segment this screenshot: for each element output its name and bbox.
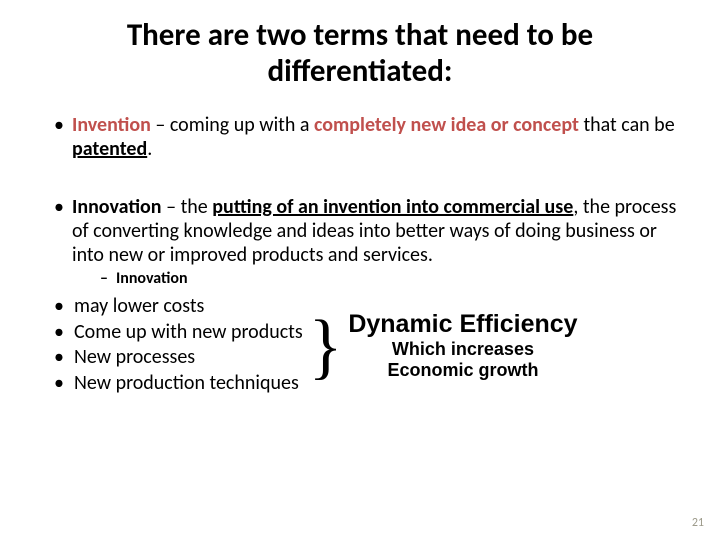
innovation-effects-list: may lower costs Come up with new product… (50, 294, 303, 396)
term-invention: Invention (72, 113, 151, 137)
list-item: New production techniques (50, 371, 303, 397)
invention-text-b: that can be (579, 113, 675, 137)
bullet-innovation: Innovation – the putting of an invention… (50, 195, 680, 267)
effect-text: may lower costs (74, 294, 204, 318)
term-innovation: Innovation (72, 195, 162, 219)
sub-label-innovation: Innovation (116, 269, 188, 288)
sep-2: – (162, 195, 181, 219)
effect-text: New processes (74, 345, 195, 369)
brace-icon: } (309, 318, 343, 377)
sep-1: – (151, 113, 170, 137)
list-item: New processes (50, 345, 303, 371)
effect-text: Come up with new products (74, 320, 303, 344)
invention-text-a: coming up with a (170, 113, 314, 137)
dynamic-efficiency-sub-a: Which increases (348, 339, 577, 360)
dynamic-efficiency-block: Dynamic Efficiency Which increases Econo… (348, 310, 577, 380)
dynamic-efficiency-sub-b: Economic growth (348, 360, 577, 381)
invention-patented: patented (72, 137, 147, 161)
lower-section: may lower costs Come up with new product… (50, 294, 680, 396)
slide-title: There are two terms that need to be diff… (40, 18, 680, 89)
bullet-invention: Invention – coming up with a completely … (50, 113, 680, 161)
sub-bullet-innovation: –Innovation (100, 269, 680, 288)
dynamic-efficiency-title: Dynamic Efficiency (348, 310, 577, 339)
dash-icon: – (100, 269, 108, 288)
main-bullet-list: Invention – coming up with a completely … (50, 113, 680, 267)
page-number: 21 (692, 516, 704, 530)
invention-bold-a: completely new idea or concept (314, 113, 579, 137)
list-item: Come up with new products (50, 320, 303, 346)
effect-text: New production techniques (74, 371, 299, 395)
innovation-pre: the (181, 195, 213, 219)
title-line-1: There are two terms that need to be (127, 16, 593, 54)
invention-period: . (147, 137, 152, 161)
title-line-2: differentiated: (268, 52, 453, 90)
list-item: may lower costs (50, 294, 303, 320)
innovation-underline: putting of an invention into commercial … (212, 195, 573, 219)
